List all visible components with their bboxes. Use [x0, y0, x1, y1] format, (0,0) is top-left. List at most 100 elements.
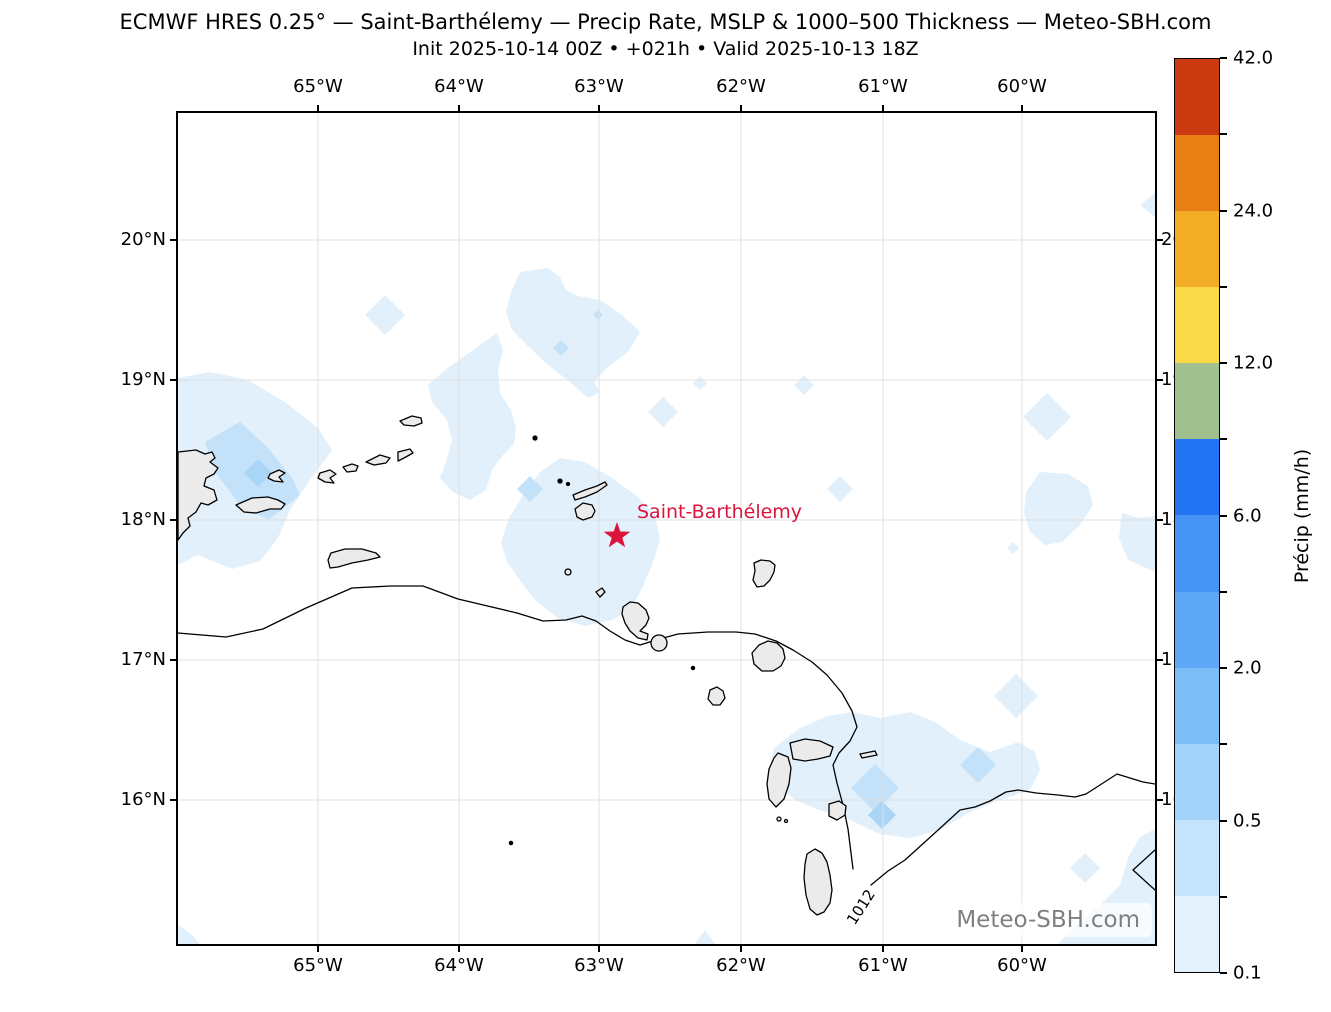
colorbar-segment [1175, 59, 1219, 136]
colorbar-segment [1175, 363, 1219, 440]
lon-label-top: 62°W [716, 76, 766, 97]
precip-patch [770, 712, 1040, 838]
colorbar-tick [1220, 743, 1227, 746]
lon-label-bottom: 62°W [716, 955, 766, 976]
colorbar-segment [1175, 439, 1219, 516]
precip-patch [518, 548, 534, 564]
islet-dot [532, 435, 538, 441]
map-frame [176, 111, 1157, 946]
colorbar-tick-label: 6.0 [1233, 505, 1262, 526]
precip-patch [693, 376, 707, 390]
colorbar-segment [1175, 135, 1219, 212]
lat-label-right-clipped: 20°N [1161, 229, 1174, 250]
lat-label-left: 19°N [120, 369, 166, 390]
colorbar-tick [1220, 819, 1227, 822]
page-title: ECMWF HRES 0.25° — Saint-Barthélemy — Pr… [119, 10, 1212, 34]
lon-label-bottom: 65°W [293, 955, 343, 976]
axis-tick [882, 945, 884, 952]
lon-label-top: 64°W [434, 76, 484, 97]
colorbar-tick [1220, 285, 1227, 288]
island-dominica [803, 848, 833, 916]
axis-tick [1156, 659, 1163, 661]
colorbar-tick [1220, 438, 1227, 441]
island-tortola [365, 454, 391, 466]
axis-tick [170, 519, 177, 521]
colorbar-tick-label: 24.0 [1233, 200, 1274, 221]
lat-label-right-clipped: 18°N [1161, 509, 1174, 530]
island-la-desirade [859, 750, 878, 759]
island-les-saintes [776, 816, 782, 822]
islet-dot [565, 481, 571, 487]
precip-patch-strong [868, 801, 896, 829]
precip-patch-medium [553, 340, 569, 356]
island-antigua [751, 640, 786, 672]
page-subtitle: Init 2025-10-14 00Z • +021h • Valid 2025… [412, 38, 919, 60]
axis-tick [882, 105, 884, 112]
island-anegada [399, 415, 423, 427]
axis-tick [740, 105, 742, 112]
island-st-martin [574, 502, 596, 521]
colorbar-segment [1175, 591, 1219, 668]
colorbar-tick [1220, 895, 1227, 898]
colorbar-tick [1220, 590, 1227, 593]
lon-label-top: 63°W [574, 76, 624, 97]
island-les-saintes [783, 818, 789, 824]
lon-label-bottom: 61°W [858, 955, 908, 976]
graticule-layer [178, 113, 1155, 944]
lon-label-top: 61°W [858, 76, 908, 97]
lat-label-right-clipped: 16°N [1161, 789, 1174, 810]
precip-patch [428, 333, 516, 500]
lon-label-bottom: 60°W [997, 955, 1047, 976]
axis-tick [598, 945, 600, 952]
lon-label-bottom: 64°W [434, 955, 484, 976]
island-barbuda [752, 559, 776, 588]
isobar-layer [178, 585, 1155, 891]
location-marker-star [603, 522, 631, 548]
precip-patch [1024, 472, 1093, 545]
island-st-thomas [342, 463, 359, 473]
colorbar-tick-label: 0.1 [1233, 962, 1262, 984]
island-culebrita [317, 469, 337, 484]
island-guadeloupe-basse-terre [766, 752, 792, 808]
island-st-eustatius [595, 587, 606, 598]
lon-label-top: 65°W [293, 76, 343, 97]
island-montserrat [707, 686, 726, 706]
axis-tick [598, 105, 600, 112]
islet-dot [557, 478, 563, 484]
precip-patch [501, 458, 660, 626]
colorbar-tick [1220, 362, 1227, 364]
axis-tick [1021, 945, 1023, 952]
axis-tick [1156, 379, 1163, 381]
colorbar-segment [1175, 819, 1219, 896]
axis-tick [1156, 799, 1163, 801]
precip-patch [1140, 193, 1155, 217]
precip-patch-strong [244, 459, 272, 487]
axis-tick [1021, 105, 1023, 112]
lat-label-right-clipped: 17°N [1161, 649, 1174, 670]
precip-patch-medium [960, 747, 996, 783]
colorbar-tick-label: 42.0 [1233, 47, 1274, 69]
colorbar-tick [1220, 514, 1227, 517]
colorbar-segment [1175, 667, 1219, 744]
lat-label-left: 20°N [120, 229, 166, 250]
colorbar-segment [1175, 211, 1219, 288]
axis-tick [170, 379, 177, 381]
precip-layer [178, 193, 1155, 944]
colorbar-segment [1175, 287, 1219, 364]
colorbar-segment [1175, 895, 1219, 972]
location-marker-label: Saint-Barthélemy [637, 501, 803, 523]
island-st-croix [327, 548, 381, 569]
isobar-line [1132, 849, 1155, 891]
map-canvas [178, 113, 1155, 944]
axis-tick [458, 945, 460, 952]
island-virgin-gorda [397, 448, 414, 462]
axis-tick [170, 239, 177, 241]
precip-patch [1023, 393, 1071, 441]
precip-patch-medium [517, 476, 543, 502]
island-nevis [650, 634, 668, 652]
precip-patch [365, 295, 405, 335]
lon-label-bottom: 63°W [574, 955, 624, 976]
axis-tick [458, 105, 460, 112]
precip-patch [794, 375, 814, 395]
